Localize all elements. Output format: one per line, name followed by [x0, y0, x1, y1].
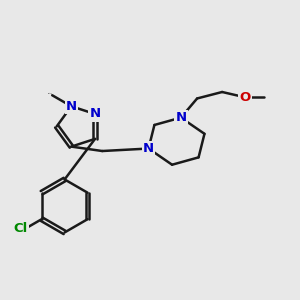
Text: N: N: [143, 142, 154, 155]
Text: Cl: Cl: [13, 221, 28, 235]
Text: O: O: [239, 91, 251, 104]
Text: N: N: [66, 100, 77, 113]
Text: N: N: [89, 107, 100, 121]
Text: N: N: [176, 111, 187, 124]
Text: methyl: methyl: [48, 93, 53, 94]
